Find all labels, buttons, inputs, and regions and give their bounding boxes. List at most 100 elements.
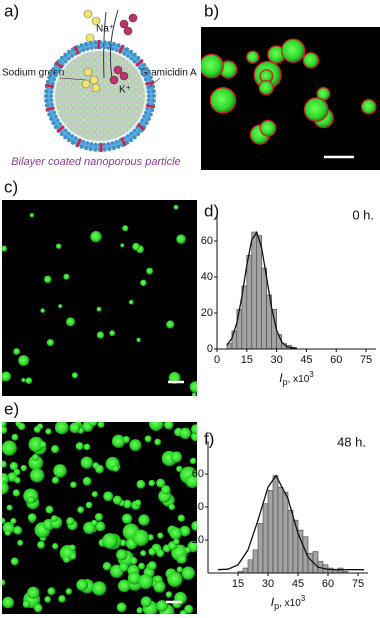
particle — [179, 525, 191, 537]
particle — [17, 539, 24, 546]
lipid-head — [85, 141, 90, 145]
x-tick-label: 45 — [300, 354, 312, 366]
bar — [247, 559, 254, 574]
lipid-head — [51, 121, 56, 125]
particle — [168, 503, 176, 511]
lipid-head — [89, 46, 94, 50]
panel-label: c) — [4, 177, 18, 196]
lipid-head — [63, 52, 68, 57]
particle — [37, 541, 45, 549]
particle — [185, 474, 197, 489]
annotation: 48 h. — [337, 434, 366, 449]
gramicidin — [73, 45, 80, 55]
particle — [138, 574, 154, 590]
lipid-head — [45, 80, 50, 85]
ion-label: Na⁺ — [96, 24, 114, 35]
particle — [177, 554, 187, 564]
particle — [166, 320, 175, 329]
lipid-head — [51, 67, 56, 71]
particle — [116, 549, 128, 561]
lipid-head — [125, 140, 129, 145]
particle — [122, 225, 129, 232]
particle — [191, 424, 197, 435]
particle — [12, 489, 20, 497]
particle — [58, 304, 63, 309]
lipid-head — [114, 48, 119, 53]
x-tick-label: 75 — [360, 354, 372, 366]
particle — [201, 53, 224, 79]
bar — [252, 549, 259, 574]
particle — [280, 38, 306, 63]
particle — [76, 579, 89, 591]
particle — [179, 427, 192, 440]
lipid-head — [54, 114, 58, 119]
particle — [122, 436, 130, 443]
particle — [153, 580, 166, 593]
particle — [156, 549, 165, 558]
particle — [69, 422, 81, 434]
lipid-head — [126, 54, 130, 58]
particles — [201, 38, 377, 145]
particle — [2, 517, 6, 524]
particle — [27, 513, 37, 522]
particle — [21, 378, 26, 383]
particle — [77, 506, 85, 514]
lipid-head — [146, 85, 150, 90]
panel-label: e) — [4, 399, 19, 418]
x-axis-label-part: p — [283, 377, 288, 387]
lipid-head — [138, 66, 142, 70]
particle — [132, 242, 140, 251]
lipid-head — [89, 142, 94, 146]
particle — [156, 600, 168, 612]
lipid-head — [148, 112, 153, 117]
lipid-head — [129, 57, 133, 61]
lipid-head — [70, 54, 74, 58]
particle — [191, 392, 197, 396]
x-tick-label: 75 — [352, 578, 364, 590]
lipid-head — [67, 57, 71, 61]
lipid-head — [85, 47, 90, 51]
particle — [44, 596, 51, 603]
lipid-head — [63, 135, 68, 140]
micrograph-c — [2, 200, 197, 396]
particle — [85, 501, 93, 509]
lipid-head — [142, 73, 146, 78]
lipid-head — [122, 52, 126, 56]
lipid-head — [136, 132, 141, 137]
particle — [62, 555, 71, 563]
particle — [2, 460, 7, 468]
particle — [258, 79, 274, 96]
gramicidin — [45, 106, 55, 112]
lipid-head — [110, 47, 115, 51]
particle — [92, 581, 107, 596]
lipid-head — [132, 60, 136, 64]
particle — [30, 468, 45, 483]
gramicidin — [54, 61, 64, 69]
particle — [118, 579, 131, 593]
bar — [236, 309, 243, 350]
particle — [82, 476, 92, 486]
gramicidin — [118, 44, 125, 54]
particle — [25, 377, 33, 385]
particle — [2, 371, 12, 382]
particle — [165, 591, 173, 598]
lipid-head — [110, 141, 115, 145]
y-tick-label: 0 — [207, 343, 213, 355]
particle — [140, 596, 152, 608]
x-tick-label: 0 — [214, 354, 220, 366]
lipid-head — [51, 81, 55, 86]
lipid-head — [52, 110, 57, 115]
lipid-head — [49, 116, 54, 121]
lipid-head — [151, 89, 156, 94]
bar — [257, 523, 264, 574]
particle — [31, 453, 39, 461]
x-axis-label-part: I — [271, 595, 275, 609]
lipid-head — [61, 63, 65, 67]
particle — [2, 579, 6, 586]
lipid-head — [145, 106, 149, 111]
lipid-head — [94, 46, 98, 50]
particle — [27, 495, 35, 504]
particle — [302, 52, 320, 69]
particle — [138, 562, 146, 570]
particle — [2, 481, 9, 495]
